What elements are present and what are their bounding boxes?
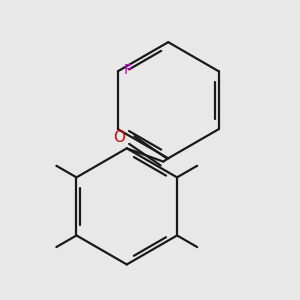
Text: O: O: [113, 130, 125, 145]
Text: F: F: [124, 62, 132, 76]
